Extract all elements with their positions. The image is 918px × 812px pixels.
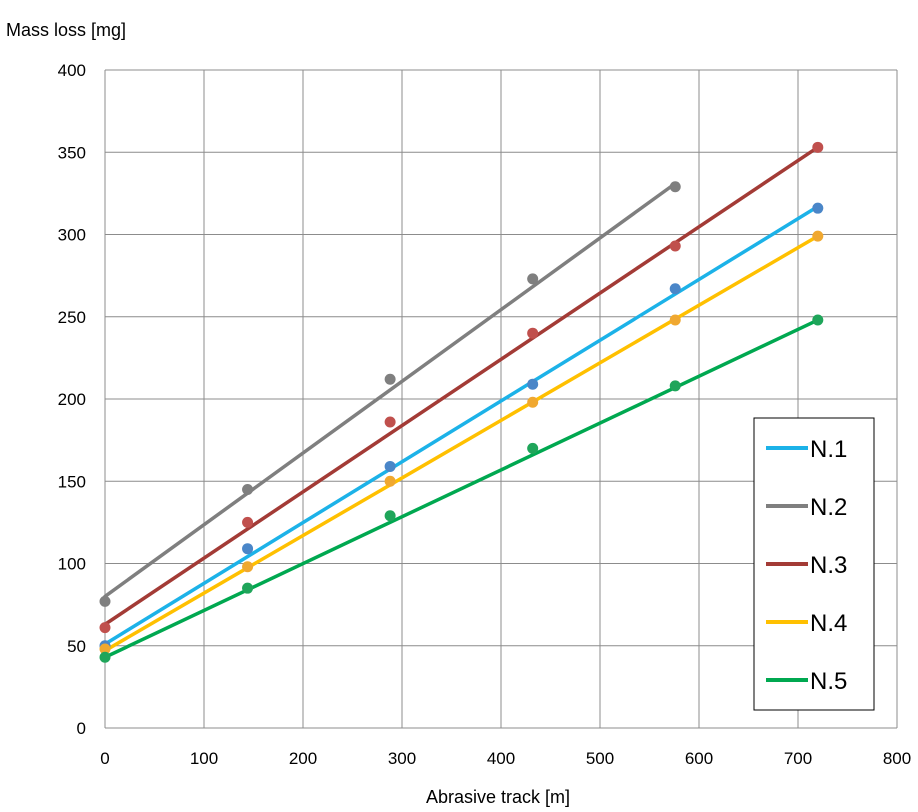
trendlines: [103, 145, 820, 660]
x-tick-label: 200: [289, 749, 317, 768]
data-point-n5: [812, 314, 824, 326]
trendline-n1: [103, 204, 820, 646]
data-point-n2: [669, 181, 681, 193]
data-point-n4: [669, 314, 681, 326]
tick-labels: 0 100 200 300 400 500 600 700 800 0 50 100 150 200 250…: [58, 61, 912, 768]
data-point-n3: [384, 416, 396, 428]
data-point-n1: [242, 543, 254, 555]
trendline-n3: [103, 145, 820, 627]
legend-label-n5: N.5: [810, 668, 847, 695]
legend-label-n2: N.2: [810, 494, 847, 521]
data-point-n2: [242, 483, 254, 495]
y-tick-label: 100: [58, 555, 86, 574]
y-tick-label: 250: [58, 308, 86, 327]
data-point-n4: [384, 475, 396, 487]
trendline-n5: [103, 318, 820, 660]
data-point-n2: [99, 595, 111, 607]
y-tick-label: 350: [58, 143, 86, 162]
x-tick-label: 0: [100, 749, 109, 768]
data-point-n5: [527, 442, 539, 454]
data-points: [99, 141, 824, 663]
y-tick-label: 200: [58, 390, 86, 409]
x-tick-label: 300: [388, 749, 416, 768]
data-point-n4: [99, 643, 111, 655]
y-tick-label: 0: [77, 719, 86, 738]
data-point-n5: [99, 651, 111, 663]
data-point-n4: [242, 561, 254, 573]
x-tick-label: 400: [487, 749, 515, 768]
y-axis-title: Mass loss [mg]: [6, 20, 126, 40]
data-point-n4: [812, 230, 824, 242]
data-point-n2: [527, 273, 539, 285]
data-point-n2: [384, 373, 396, 385]
data-point-n1: [384, 460, 396, 472]
y-tick-label: 400: [58, 61, 86, 80]
data-point-n3: [527, 327, 539, 339]
data-point-n3: [669, 240, 681, 252]
x-tick-label: 800: [883, 749, 911, 768]
data-point-n1: [812, 202, 824, 214]
legend-label-n3: N.3: [810, 552, 847, 579]
data-point-n3: [99, 622, 111, 634]
x-axis-title: Abrasive track [m]: [426, 787, 570, 807]
data-point-n1: [669, 283, 681, 295]
trendline-n4: [103, 234, 820, 653]
data-point-n5: [242, 582, 254, 594]
data-point-n5: [384, 510, 396, 522]
legend-label-n1: N.1: [810, 436, 847, 463]
y-tick-label: 50: [67, 637, 86, 656]
x-tick-label: 600: [685, 749, 713, 768]
x-tick-label: 500: [586, 749, 614, 768]
trendline-n2: [103, 181, 677, 599]
y-tick-label: 150: [58, 472, 86, 491]
y-tick-label: 300: [58, 226, 86, 245]
data-point-n5: [669, 380, 681, 392]
x-tick-label: 100: [190, 749, 218, 768]
data-point-n3: [812, 141, 824, 153]
data-point-n1: [527, 378, 539, 390]
x-tick-label: 700: [784, 749, 812, 768]
legend-label-n4: N.4: [810, 610, 847, 637]
data-point-n4: [527, 396, 539, 408]
legend: N.1 N.2 N.3 N.4 N.5: [753, 417, 875, 711]
data-point-n3: [242, 516, 254, 528]
